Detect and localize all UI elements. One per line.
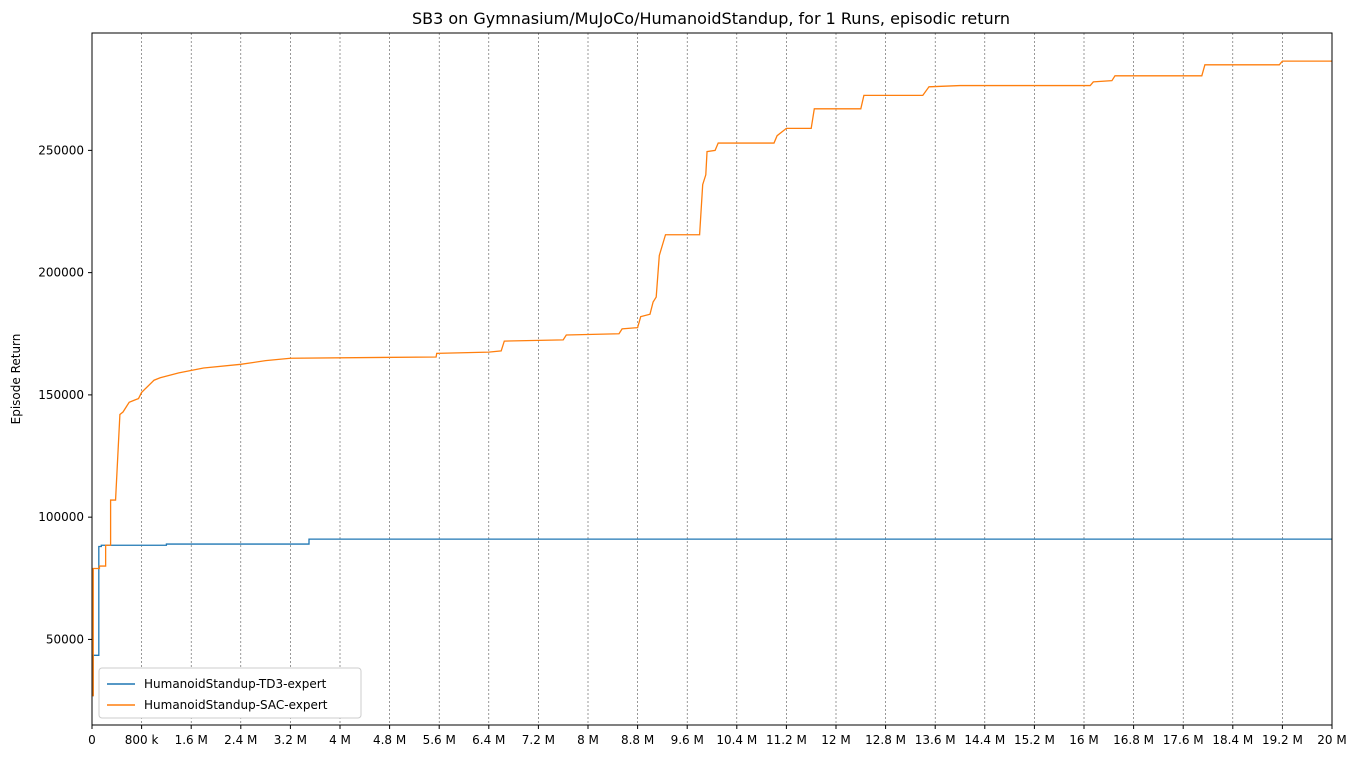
- series-layer: [92, 60, 1332, 697]
- legend-label-sac: HumanoidStandup-SAC-expert: [144, 698, 328, 712]
- x-tick-label: 14.4 M: [964, 733, 1005, 747]
- plot-frame: [91, 32, 1333, 726]
- x-tick-label: 3.2 M: [274, 733, 307, 747]
- x-tick-label: 6.4 M: [472, 733, 505, 747]
- y-tick-label: 50000: [46, 632, 84, 646]
- y-axis-label: Episode Return: [9, 334, 23, 425]
- x-tick-label: 18.4 M: [1212, 733, 1253, 747]
- x-tick-label: 12.8 M: [865, 733, 906, 747]
- x-tick-label: 0: [88, 733, 96, 747]
- x-tick-label: 800 k: [125, 733, 159, 747]
- x-tick-label: 20 M: [1317, 733, 1346, 747]
- x-tick-label: 8.8 M: [621, 733, 654, 747]
- series-line-sac: [92, 60, 1332, 697]
- x-tick-label: 15.2 M: [1014, 733, 1055, 747]
- x-tick-label: 9.6 M: [671, 733, 704, 747]
- x-tick-label: 12 M: [821, 733, 850, 747]
- grid-layer: [141, 33, 1283, 725]
- x-tick-label: 16 M: [1069, 733, 1098, 747]
- x-axis: 0 800 k 1.6 M 2.4 M 3.2 M 4 M 4.8 M 5.6 M 6.4 M 7…: [88, 725, 1347, 747]
- x-tick-label: 5.6 M: [423, 733, 456, 747]
- y-axis: 50000 100000 150000 200000 250000: [38, 143, 92, 646]
- x-tick-label: 10.4 M: [716, 733, 757, 747]
- x-tick-label: 7.2 M: [522, 733, 555, 747]
- x-tick-label: 2.4 M: [224, 733, 257, 747]
- legend-box: [98, 667, 362, 719]
- chart-title: SB3 on Gymnasium/MuJoCo/HumanoidStandup,…: [412, 9, 1010, 28]
- y-tick-label: 200000: [38, 266, 84, 280]
- x-tick-label: 11.2 M: [766, 733, 807, 747]
- y-tick-label: 150000: [38, 388, 84, 402]
- x-tick-label: 4 M: [329, 733, 351, 747]
- x-tick-label: 17.6 M: [1163, 733, 1204, 747]
- y-tick-label: 100000: [38, 510, 84, 524]
- x-tick-label: 8 M: [577, 733, 599, 747]
- x-tick-label: 16.8 M: [1113, 733, 1154, 747]
- y-tick-label: 250000: [38, 143, 84, 157]
- x-tick-label: 13.6 M: [915, 733, 956, 747]
- x-tick-label: 4.8 M: [373, 733, 406, 747]
- legend: HumanoidStandup-TD3-expert HumanoidStand…: [98, 667, 362, 719]
- legend-label-td3: HumanoidStandup-TD3-expert: [144, 677, 327, 691]
- x-tick-label: 19.2 M: [1262, 733, 1303, 747]
- x-tick-label: 1.6 M: [175, 733, 208, 747]
